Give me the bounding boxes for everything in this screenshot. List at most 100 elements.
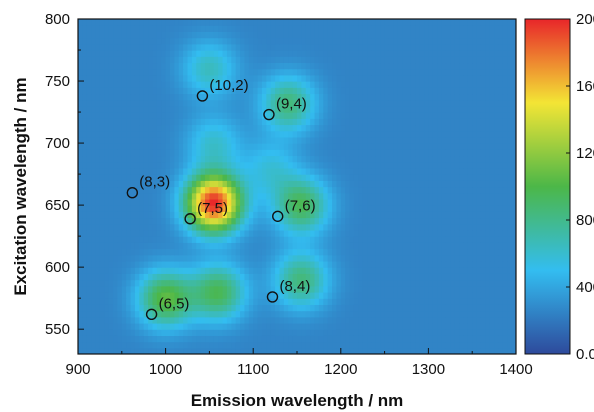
heatmap-cell: [209, 155, 215, 163]
heatmap-cell: [432, 136, 438, 144]
heatmap-cell: [472, 347, 478, 354]
heatmap-cell: [459, 341, 465, 349]
heatmap-cell: [502, 335, 508, 343]
heatmap-cell: [275, 329, 281, 336]
heatmap-cell: [362, 335, 368, 343]
heatmap-cell: [323, 298, 329, 305]
heatmap-cell: [327, 130, 333, 138]
heatmap-cell: [314, 304, 320, 312]
heatmap-cell: [459, 316, 465, 324]
heatmap-cell: [152, 310, 158, 318]
heatmap-cell: [248, 143, 254, 150]
heatmap-cell: [104, 87, 110, 95]
heatmap-cell: [169, 335, 175, 343]
heatmap-cell: [424, 279, 429, 287]
heatmap-cell: [301, 143, 307, 150]
heatmap-cell: [86, 341, 92, 349]
heatmap-cell: [222, 74, 228, 82]
heatmap-cell: [498, 329, 504, 336]
heatmap-cell: [183, 229, 189, 237]
heatmap-cell: [375, 62, 381, 70]
heatmap-cell: [165, 298, 171, 305]
heatmap-cell: [200, 68, 206, 76]
heatmap-cell: [253, 273, 259, 281]
heatmap-cell: [288, 298, 294, 305]
heatmap-cell: [371, 217, 377, 225]
heatmap-cell: [367, 99, 373, 107]
heatmap-cell: [402, 248, 408, 256]
heatmap-cell: [358, 236, 364, 243]
heatmap-cell: [82, 329, 88, 336]
heatmap-cell: [143, 143, 149, 150]
heatmap-cell: [507, 310, 513, 318]
heatmap-cell: [283, 143, 289, 150]
heatmap-cell: [415, 87, 421, 95]
heatmap-cell: [297, 310, 302, 318]
heatmap-cell: [480, 143, 486, 150]
heatmap-cell: [301, 198, 307, 206]
heatmap-cell: [143, 87, 149, 95]
heatmap-cell: [327, 205, 333, 212]
heatmap-cell: [397, 205, 403, 212]
heatmap-cell: [393, 180, 399, 188]
heatmap-cell: [183, 161, 189, 169]
heatmap-cell: [240, 217, 246, 225]
heatmap-cell: [476, 136, 482, 144]
heatmap-cell: [222, 217, 228, 225]
heatmap-cell: [248, 229, 254, 237]
heatmap-cell: [463, 217, 469, 225]
heatmap-cell: [428, 279, 434, 287]
heatmap-cell: [82, 143, 88, 150]
heatmap-cell: [301, 341, 307, 349]
heatmap-cell: [402, 341, 408, 349]
heatmap-cell: [126, 335, 132, 343]
heatmap-cell: [139, 304, 145, 312]
heatmap-cell: [507, 329, 513, 336]
heatmap-cell: [297, 291, 302, 299]
heatmap-cell: [178, 248, 184, 256]
heatmap-cell: [205, 298, 210, 305]
heatmap-cell: [156, 273, 162, 281]
heatmap-cell: [340, 192, 346, 200]
heatmap-cell: [476, 242, 482, 250]
heatmap-cell: [297, 279, 302, 287]
heatmap-cell: [362, 310, 368, 318]
heatmap-cell: [99, 149, 105, 157]
heatmap-cell: [297, 304, 302, 312]
heatmap-cell: [266, 56, 272, 64]
heatmap-cell: [419, 180, 425, 188]
heatmap-cell: [393, 161, 399, 169]
heatmap-cell: [494, 50, 500, 57]
heatmap-cell: [441, 198, 447, 206]
heatmap-cell: [375, 254, 381, 262]
heatmap-cell: [279, 87, 285, 95]
heatmap-cell: [292, 236, 298, 243]
heatmap-cell: [476, 285, 482, 293]
heatmap-cell: [384, 136, 390, 144]
heatmap-cell: [332, 143, 338, 150]
heatmap-cell: [336, 167, 342, 175]
heatmap-cell: [318, 335, 324, 343]
heatmap-cell: [126, 298, 132, 305]
heatmap-cell: [113, 267, 119, 274]
heatmap-cell: [463, 87, 469, 95]
heatmap-cell: [209, 211, 215, 219]
heatmap-cell: [371, 74, 377, 82]
heatmap-cell: [507, 347, 513, 354]
heatmap-cell: [502, 223, 508, 231]
heatmap-cell: [91, 260, 97, 268]
heatmap-cell: [327, 155, 333, 163]
heatmap-cell: [121, 310, 127, 318]
heatmap-cell: [152, 174, 158, 181]
heatmap-cell: [78, 279, 83, 287]
heatmap-cell: [459, 205, 465, 212]
heatmap-cell: [402, 198, 408, 206]
heatmap-cell: [380, 254, 386, 262]
heatmap-cell: [450, 304, 456, 312]
heatmap-cell: [99, 347, 105, 354]
heatmap-cell: [301, 322, 307, 330]
heatmap-cell: [240, 174, 246, 181]
heatmap-cell: [222, 99, 228, 107]
heatmap-cell: [108, 273, 114, 281]
heatmap-cell: [402, 347, 408, 354]
